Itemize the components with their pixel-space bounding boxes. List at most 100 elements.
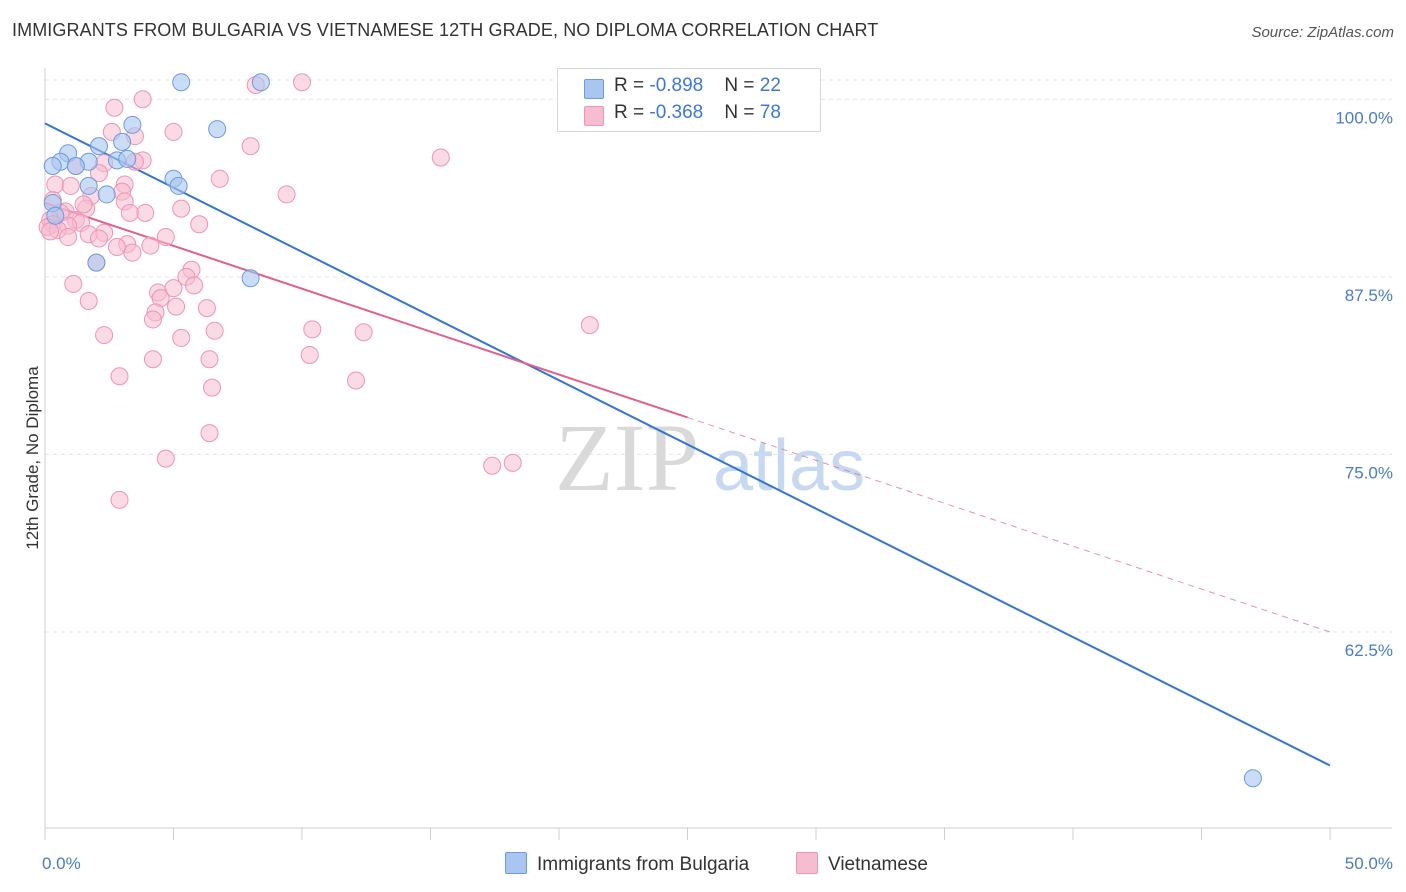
point-vietnamese[interactable] — [105, 98, 124, 117]
point-vietnamese[interactable] — [580, 316, 599, 335]
y-tick-label: 75.0% — [1345, 463, 1393, 482]
bottom-legend-vietnamese[interactable]: Vietnamese — [796, 852, 928, 876]
y-tick-label: 87.5% — [1345, 286, 1393, 305]
point-bulgaria[interactable] — [169, 176, 188, 195]
legend-swatch-blue — [584, 79, 604, 99]
source-label: Source: ZipAtlas.com — [1251, 24, 1394, 41]
point-vietnamese[interactable] — [203, 378, 222, 397]
y-tick-label: 62.5% — [1345, 641, 1393, 660]
point-vietnamese[interactable] — [185, 276, 204, 295]
point-vietnamese[interactable] — [190, 215, 209, 234]
point-vietnamese[interactable] — [200, 424, 219, 443]
y-axis-title: 12th Grade, No Diploma — [23, 366, 42, 550]
legend-r-value: -0.368 — [649, 102, 704, 123]
point-vietnamese[interactable] — [156, 449, 175, 468]
point-vietnamese[interactable] — [164, 122, 183, 141]
trend-line-vietnamese — [44, 202, 688, 419]
point-vietnamese[interactable] — [123, 243, 142, 262]
point-bulgaria[interactable] — [172, 73, 191, 92]
point-vietnamese[interactable] — [210, 169, 229, 188]
legend-n-label: N = — [724, 75, 760, 96]
point-vietnamese[interactable] — [303, 320, 322, 339]
legend-label-vietnamese: Vietnamese — [828, 854, 928, 875]
point-vietnamese[interactable] — [120, 203, 139, 222]
point-vietnamese[interactable] — [133, 90, 152, 109]
point-vietnamese[interactable] — [300, 345, 319, 364]
legend-n-value: 22 — [759, 75, 781, 96]
point-vietnamese[interactable] — [64, 274, 83, 293]
point-vietnamese[interactable] — [164, 279, 183, 298]
legend-swatch-pink — [584, 106, 604, 126]
point-vietnamese[interactable] — [156, 228, 175, 247]
point-vietnamese[interactable] — [354, 323, 373, 342]
point-vietnamese[interactable] — [136, 203, 155, 222]
point-bulgaria[interactable] — [97, 185, 116, 204]
point-bulgaria[interactable] — [79, 176, 98, 195]
watermark-zip: ZIP — [555, 404, 699, 511]
trend-line-vietnamese-extrapolated — [687, 416, 1331, 633]
chart-title: IMMIGRANTS FROM BULGARIA VS VIETNAMESE 1… — [12, 20, 879, 40]
point-vietnamese[interactable] — [79, 291, 98, 310]
point-vietnamese[interactable] — [46, 175, 65, 194]
point-vietnamese[interactable] — [197, 299, 216, 318]
tick-labels: 100.0% 87.5% 75.0% 62.5% 0.0% 50.0% — [42, 108, 1393, 873]
watermark-atlas: atlas — [713, 426, 865, 506]
point-vietnamese[interactable] — [172, 328, 191, 347]
point-vietnamese[interactable] — [205, 321, 224, 340]
legend-n-label: N = — [724, 102, 760, 123]
axes — [44, 68, 1392, 840]
point-vietnamese[interactable] — [89, 229, 108, 248]
point-vietnamese[interactable] — [143, 310, 162, 329]
y-tick-label: 100.0% — [1335, 108, 1393, 127]
legend-n-value: 78 — [759, 102, 781, 123]
correlation-legend: R = -0.898 N = 22 R = -0.368 N = 78 — [557, 68, 821, 132]
point-bulgaria[interactable] — [43, 157, 62, 176]
legend-label-bulgaria: Immigrants from Bulgaria — [537, 854, 750, 875]
legend-r-label: R = — [614, 102, 650, 123]
point-bulgaria[interactable] — [87, 253, 106, 272]
point-vietnamese[interactable] — [110, 490, 129, 509]
point-vietnamese[interactable] — [293, 73, 311, 92]
point-vietnamese[interactable] — [110, 367, 129, 386]
point-bulgaria[interactable] — [241, 269, 260, 288]
point-vietnamese[interactable] — [241, 137, 260, 156]
point-bulgaria[interactable] — [118, 149, 137, 168]
point-vietnamese[interactable] — [503, 453, 522, 472]
point-vietnamese[interactable] — [277, 185, 296, 204]
grid-lines — [45, 79, 1392, 633]
bottom-legend-bulgaria[interactable]: Immigrants from Bulgaria — [505, 852, 749, 876]
point-vietnamese[interactable] — [200, 350, 219, 369]
point-vietnamese[interactable] — [431, 148, 450, 167]
point-bulgaria[interactable] — [1243, 769, 1262, 788]
x-tick-label-min: 0.0% — [42, 854, 81, 873]
watermark: ZIP atlas — [555, 404, 865, 511]
point-vietnamese[interactable] — [61, 176, 80, 195]
point-vietnamese[interactable] — [172, 199, 191, 218]
point-bulgaria[interactable] — [89, 137, 108, 156]
point-vietnamese[interactable] — [74, 195, 93, 214]
x-tick-label-max: 50.0% — [1345, 854, 1393, 873]
point-bulgaria[interactable] — [46, 206, 65, 225]
point-vietnamese[interactable] — [143, 350, 162, 369]
legend-swatch-pink — [796, 852, 818, 874]
point-bulgaria[interactable] — [208, 120, 227, 139]
point-vietnamese[interactable] — [346, 371, 365, 390]
point-vietnamese[interactable] — [483, 456, 502, 475]
point-bulgaria[interactable] — [123, 115, 142, 134]
point-bulgaria[interactable] — [251, 73, 270, 92]
trend-lines — [44, 122, 1331, 767]
point-vietnamese[interactable] — [41, 222, 60, 241]
point-vietnamese[interactable] — [167, 297, 186, 316]
legend-r-value: -0.898 — [649, 75, 704, 96]
point-vietnamese[interactable] — [89, 164, 108, 183]
point-bulgaria[interactable] — [113, 132, 132, 151]
point-vietnamese[interactable] — [95, 326, 114, 345]
trend-line-bulgaria — [44, 122, 1331, 767]
point-bulgaria[interactable] — [66, 157, 85, 176]
legend-r-label: R = — [614, 75, 650, 96]
data-points — [38, 73, 1262, 788]
point-vietnamese[interactable] — [141, 236, 160, 255]
point-vietnamese[interactable] — [59, 228, 78, 247]
point-vietnamese[interactable] — [107, 237, 126, 256]
